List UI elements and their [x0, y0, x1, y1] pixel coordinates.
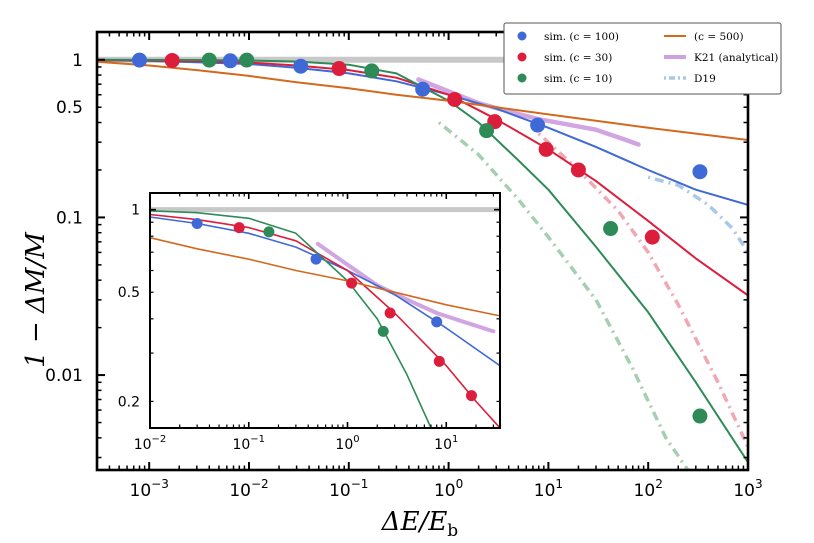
inset-x-tick-label: 10−1	[232, 434, 265, 453]
main-series-sim-c-100-point	[132, 52, 148, 68]
main-plot-area	[97, 52, 748, 470]
inset-series-fit-c-30-curve	[150, 213, 500, 428]
main-series-sim-c-10-point	[603, 221, 619, 237]
inset-frame	[149, 192, 501, 429]
main-frame	[95, 30, 750, 472]
legend-entry-sim-c-100-marker	[517, 31, 527, 41]
inset-series-fit-c-10-curve	[150, 210, 432, 428]
inset-series-sim-c-30-point	[465, 390, 477, 402]
main-series-c-500-curve	[97, 60, 748, 141]
inset-x-tick-label: 100	[335, 434, 359, 453]
inset-x-tick-label: 101	[434, 434, 458, 453]
main-series-sim-c-10-point	[201, 52, 217, 68]
main-series-sim-c-30-point	[164, 52, 180, 68]
main-series-sim-c-10-point	[479, 123, 495, 139]
legend-entry-sim-c-10-label: sim. (c = 10)	[544, 73, 612, 85]
inset-plot: 10−2 10−1 100 101 1 0.5 0.2	[118, 192, 501, 453]
main-series-sim-c-100-point	[692, 164, 708, 180]
legend-box	[503, 22, 782, 95]
main-series-sim-c-100-point	[293, 58, 309, 74]
inset-x-tick-label: 10−2	[134, 434, 167, 453]
main-series-sim-c-100-point	[222, 53, 238, 69]
main-series-d19-c-10-curve	[437, 121, 690, 470]
inset-series-sim-c-10-point	[377, 325, 389, 337]
main-series-sim-c-100-point	[530, 117, 546, 133]
inset-y-tick-label: 0.2	[118, 394, 140, 410]
inset-series-sim-c-30-point	[433, 355, 445, 367]
inset-series-sim-c-10-point	[263, 226, 275, 238]
legend-entry-k21-analytical-label: K21 (analytical)	[694, 52, 778, 64]
inset-plot-area	[150, 207, 500, 428]
legend-entry-sim-c-10-marker	[517, 73, 527, 83]
main-x-tick-label: 103	[733, 477, 762, 501]
main-series-sim-c-30-point	[538, 141, 554, 157]
inset-series-c-500-curve	[150, 236, 500, 317]
y-axis-label: 1 − ΔM/M	[21, 231, 51, 368]
inset-background	[150, 193, 500, 428]
main-x-tick-label: 102	[634, 477, 663, 501]
main-series-sim-c-30-point	[331, 61, 347, 77]
main-y-tick-label: 0.01	[45, 366, 83, 386]
inset-y-tick-label: 1	[131, 203, 140, 219]
legend-entry-c-500-label: (c = 500)	[694, 31, 744, 43]
inset-series-sim-c-30-point	[384, 307, 396, 319]
main-series-d19-c-100-curve	[647, 175, 748, 254]
main-y-tick-label: 0.5	[56, 98, 83, 118]
main-x-tick-label: 100	[434, 477, 463, 501]
main-series-sim-c-100-point	[415, 81, 431, 97]
main-series-sim-c-30-point	[570, 162, 586, 178]
legend-entry-sim-c-30-marker	[517, 52, 527, 62]
legend: sim. (c = 100) sim. (c = 30) sim. (c = 10)…	[503, 22, 782, 95]
x-axis-label: ΔE/Eb	[381, 507, 459, 541]
main-series-sim-c-30-point	[447, 91, 463, 107]
main-series-sim-c-30-point	[644, 229, 660, 245]
inset-series-sim-c-100-point	[431, 316, 443, 328]
main-series-sim-c-10-point	[239, 52, 255, 68]
inset-series-k21-analytical-curve	[315, 241, 496, 334]
main-series-sim-c-10-point	[364, 63, 380, 79]
inset-series-sim-c-100-point	[191, 218, 203, 230]
inset-y-tick-label: 0.5	[118, 285, 140, 301]
main-x-tick-label: 10−3	[130, 477, 169, 501]
main-x-tick-label: 10−1	[329, 477, 368, 501]
main-x-tick-label: 101	[534, 477, 563, 501]
main-x-tick-label: 10−2	[229, 477, 268, 501]
main-series-sim-c-10-point	[692, 408, 708, 424]
main-series-d19-c-30-curve	[537, 132, 748, 448]
inset-series-sim-c-100-point	[310, 253, 322, 265]
main-y-tick-label: 0.1	[56, 208, 83, 228]
inset-series-sim-c-30-point	[346, 277, 358, 289]
legend-entry-d19-label: D19	[694, 73, 716, 85]
legend-entry-sim-c-30-label: sim. (c = 30)	[544, 52, 612, 64]
legend-entry-sim-c-100-label: sim. (c = 100)	[544, 31, 619, 43]
inset-series-sim-c-30-point	[233, 222, 245, 234]
main-y-tick-label: 1	[72, 51, 83, 71]
